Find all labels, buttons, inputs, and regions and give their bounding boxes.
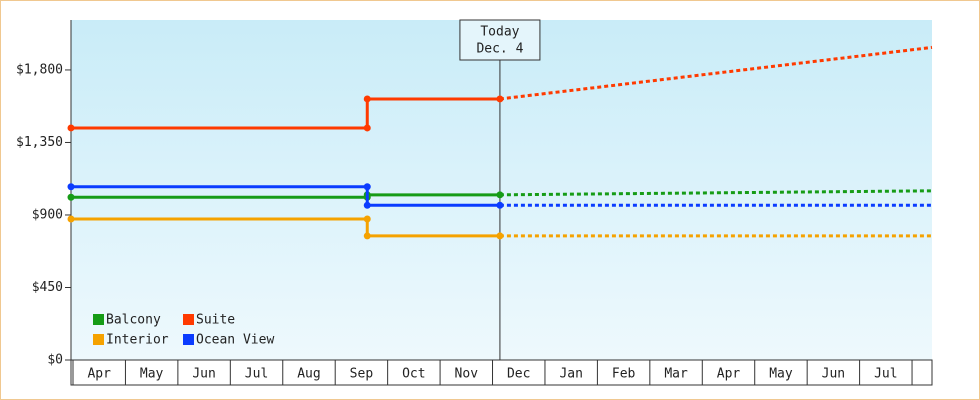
legend-swatch: [93, 314, 104, 325]
legend-swatch: [93, 334, 104, 345]
legend-swatch: [183, 334, 194, 345]
point: [496, 191, 504, 199]
x-tick-label: Apr: [87, 367, 111, 382]
point: [363, 124, 371, 132]
today-label: Today: [480, 25, 519, 40]
x-tick-label: Sep: [350, 367, 374, 382]
point: [496, 95, 504, 103]
y-tick-label: $1,350: [16, 135, 63, 150]
point: [67, 215, 75, 223]
point: [363, 201, 371, 209]
x-tick-label: Jul: [874, 367, 897, 382]
series-line: [71, 185, 500, 207]
point: [67, 183, 75, 191]
series-line: [71, 97, 500, 130]
series-line: [71, 217, 500, 238]
x-tick-label: Dec: [507, 367, 530, 382]
x-tick-label: Jun: [192, 367, 215, 382]
point: [363, 232, 371, 240]
x-tick-label: Apr: [717, 367, 741, 382]
legend-label: Ocean View: [196, 333, 274, 348]
x-tick-label: Oct: [402, 367, 425, 382]
x-tick-label: Jul: [245, 367, 268, 382]
point: [363, 215, 371, 223]
today-box: [459, 19, 541, 61]
x-tick-label: Feb: [612, 367, 636, 382]
x-tick-label: Jun: [822, 367, 845, 382]
x-tick-label: May: [140, 367, 164, 382]
today-date: Dec. 4: [476, 42, 523, 57]
y-tick-label: $450: [32, 280, 63, 295]
x-tick-label: Mar: [664, 367, 688, 382]
point: [67, 124, 75, 132]
x-tick-label: Aug: [297, 367, 320, 382]
point: [496, 201, 504, 209]
y-tick-label: $900: [32, 207, 63, 222]
point: [363, 95, 371, 103]
legend-label: Balcony: [106, 313, 161, 328]
forecast-line: [499, 189, 933, 197]
x-tick-label: Jan: [559, 367, 582, 382]
plot-area: [71, 20, 932, 360]
legend-label: Interior: [106, 333, 169, 348]
y-tick-label: $0: [47, 353, 63, 368]
x-tick-label: Nov: [455, 367, 479, 382]
point: [67, 193, 75, 201]
legend-label: Suite: [196, 313, 235, 328]
point: [496, 232, 504, 240]
y-tick-label: $1,800: [16, 62, 63, 77]
x-axis-band: [70, 359, 933, 386]
forecast-line: [499, 45, 933, 101]
x-tick-label: May: [769, 367, 793, 382]
point: [363, 183, 371, 191]
legend-swatch: [183, 314, 194, 325]
